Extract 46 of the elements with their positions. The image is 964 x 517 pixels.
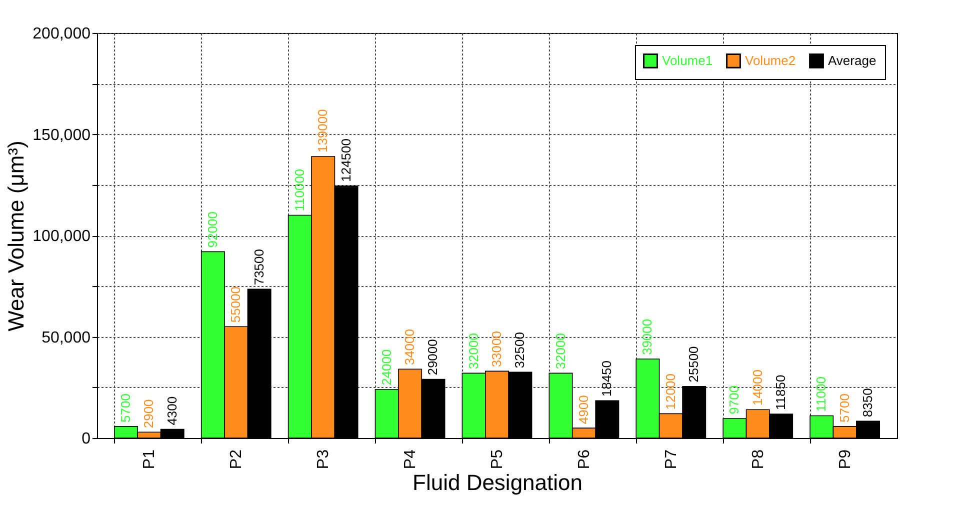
- y-tick-label: 50,000: [42, 329, 91, 346]
- x-tick-label: P3: [315, 449, 332, 470]
- data-label: 139000: [315, 109, 330, 153]
- x-tick-label: P4: [402, 449, 420, 470]
- y-tick-label: 0: [82, 430, 91, 448]
- x-tick-label: P1: [141, 449, 158, 470]
- data-label: 92000: [204, 212, 220, 248]
- data-label: 25500: [686, 346, 702, 382]
- y-axis-title: Wear Volume (μm³): [4, 140, 29, 332]
- x-axis-title: Fluid Designation: [412, 470, 582, 496]
- x-tick-label: P8: [750, 449, 767, 470]
- x-tick-label: P5: [489, 449, 506, 470]
- data-label: 124500: [338, 138, 354, 182]
- data-label: 11850: [773, 374, 788, 410]
- data-label: 39000: [640, 318, 655, 356]
- legend-label: Volume2: [745, 52, 796, 68]
- data-label: 4300: [164, 396, 180, 426]
- legend-label: Average: [828, 52, 876, 68]
- x-tick-label: P6: [576, 449, 593, 470]
- legend-label: Volume1: [662, 52, 713, 68]
- data-label: 14000: [750, 369, 765, 406]
- data-label: 29000: [425, 339, 440, 376]
- data-label: 2900: [141, 399, 156, 428]
- data-label: 5700: [118, 394, 133, 422]
- data-label: 18450: [599, 360, 614, 397]
- data-label: 8350: [860, 388, 876, 418]
- data-label: 12000: [662, 374, 678, 410]
- y-tick-label: 100,000: [32, 228, 91, 245]
- data-label: 110000: [292, 168, 307, 212]
- data-label: 73500: [251, 249, 266, 286]
- x-tick-label: P9: [836, 449, 854, 470]
- data-label: 5700: [836, 394, 852, 422]
- data-label: 32000: [552, 333, 568, 370]
- x-tick-label: P2: [228, 449, 246, 470]
- data-label: 55000: [228, 286, 244, 323]
- y-tick-label: 150,000: [32, 126, 91, 144]
- data-label: 24000: [378, 349, 394, 386]
- data-label: 33000: [489, 331, 504, 368]
- data-label: 32000: [466, 333, 481, 370]
- data-label: 11000: [814, 376, 829, 412]
- data-label: 4900: [576, 395, 591, 424]
- y-tick-label: 200,000: [32, 26, 91, 42]
- data-label: 32500: [512, 332, 528, 368]
- x-tick-label: P7: [662, 449, 680, 470]
- data-label: 9700: [726, 385, 742, 414]
- data-label: 34000: [402, 328, 418, 366]
